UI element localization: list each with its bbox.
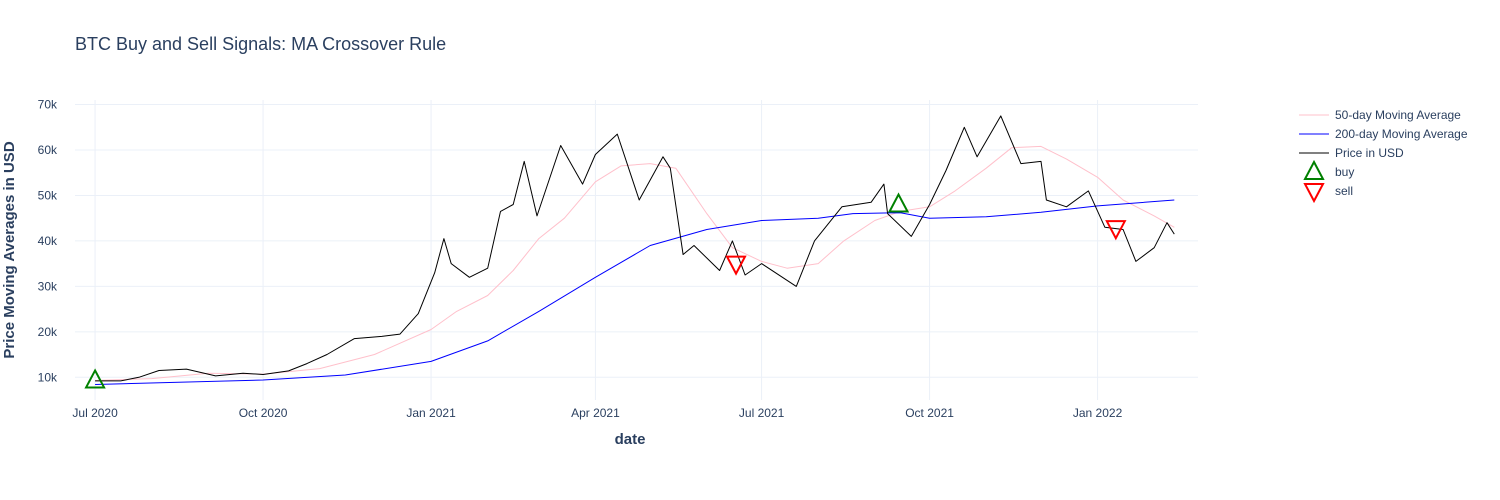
y-tick-label-3: 40k [38,234,58,248]
y-axis-title: Price Moving Averages in USD [1,141,18,358]
legend-label-4: sell [1335,184,1353,198]
gridlines [75,100,1198,400]
legend-label-3: buy [1335,165,1354,179]
legend-label-0: 50-day Moving Average [1335,108,1461,122]
y-tick-label-6: 70k [38,98,58,112]
x-tick-label-4: Jul 2021 [739,406,785,420]
legend[interactable]: 50-day Moving Average 200-day Moving Aver… [1299,108,1468,204]
legend-swatch-3 [1303,159,1325,180]
x-tick-label-6: Jan 2022 [1073,406,1123,420]
x-tick-label-3: Apr 2021 [571,406,620,420]
sell-marker-1 [1105,220,1127,241]
legend-item-3[interactable]: buy [1303,159,1354,180]
x-axis-title: date [615,431,646,448]
legend-swatch-4 [1303,183,1325,204]
series-line-0 [95,145,1175,381]
legend-item-4[interactable]: sell [1303,183,1353,204]
y-axis-ticks: 10k 20k 30k 40k 50k 60k 70k [38,98,58,385]
legend-label-2: Price in USD [1335,146,1404,160]
x-tick-label-0: Jul 2020 [72,406,118,420]
y-tick-label-0: 10k [38,370,58,384]
series-group [95,115,1175,385]
x-tick-label-2: Jan 2021 [406,406,456,420]
legend-item-1[interactable]: 200-day Moving Average [1299,127,1468,141]
x-axis-ticks: Jul 2020 Oct 2020 Jan 2021 Apr 2021 Jul 2021… [72,406,1122,420]
chart-title: BTC Buy and Sell Signals: MA Crossover R… [75,34,446,54]
signal-markers [84,192,1127,389]
x-tick-label-1: Oct 2020 [239,406,288,420]
series-line-1 [95,199,1175,385]
sell-marker-0 [725,255,747,276]
y-tick-label-4: 50k [38,188,58,202]
buy-marker-0 [84,368,106,389]
legend-item-0[interactable]: 50-day Moving Average [1299,108,1461,122]
series-line-2 [95,115,1175,382]
legend-item-2[interactable]: Price in USD [1299,146,1404,160]
y-tick-label-5: 60k [38,143,58,157]
y-tick-label-2: 30k [38,279,58,293]
legend-label-1: 200-day Moving Average [1335,127,1468,141]
y-tick-label-1: 20k [38,325,58,339]
x-tick-label-5: Oct 2021 [905,406,954,420]
buy-marker-1 [887,192,910,213]
